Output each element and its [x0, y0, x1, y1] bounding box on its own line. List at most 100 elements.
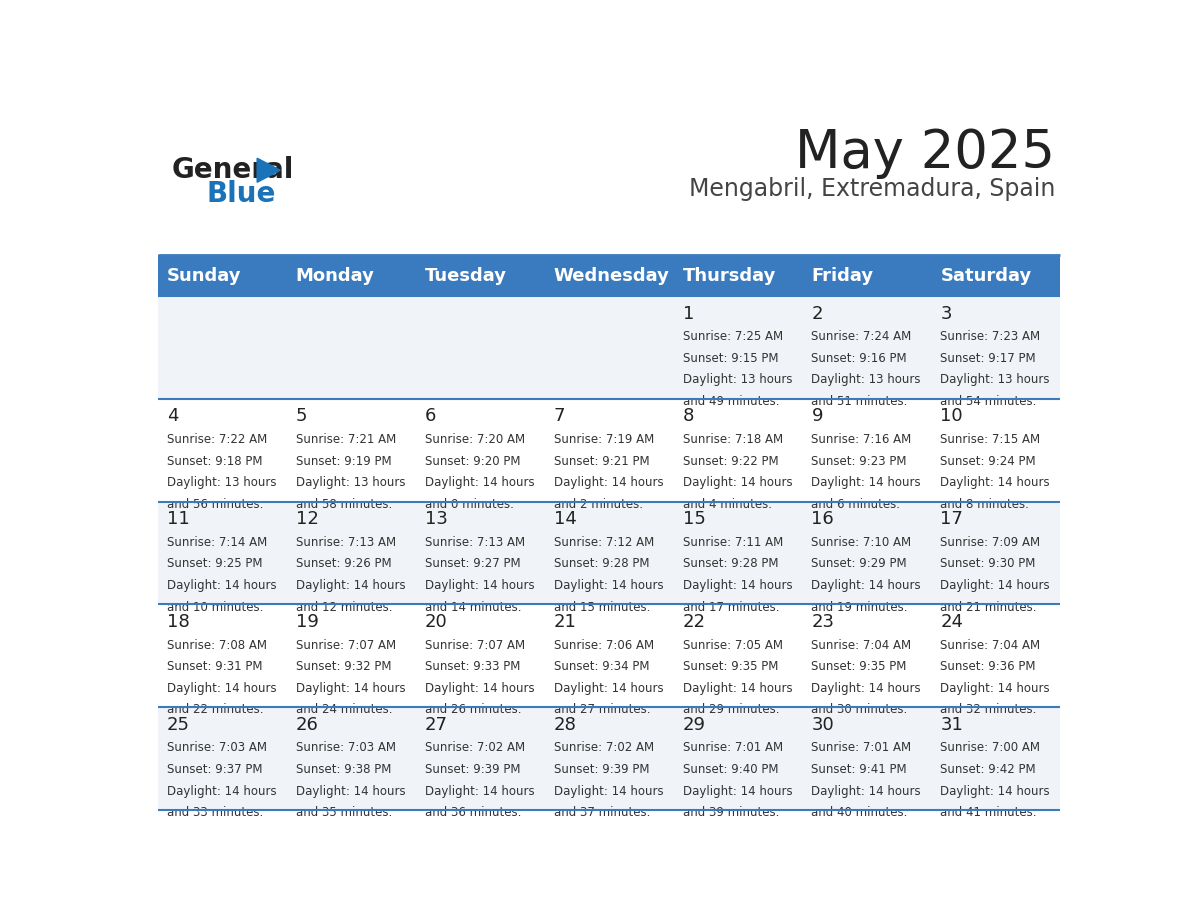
Text: 9: 9	[811, 408, 823, 425]
Text: and 26 minutes.: and 26 minutes.	[425, 703, 522, 716]
Text: and 14 minutes.: and 14 minutes.	[425, 600, 522, 613]
Bar	[158, 398, 1060, 501]
Text: 11: 11	[166, 510, 190, 528]
Text: 10: 10	[940, 408, 963, 425]
Text: Sunset: 9:39 PM: Sunset: 9:39 PM	[554, 763, 649, 776]
Text: Sunset: 9:31 PM: Sunset: 9:31 PM	[166, 660, 263, 673]
Text: Daylight: 14 hours: Daylight: 14 hours	[554, 476, 663, 489]
Text: Sunrise: 7:05 AM: Sunrise: 7:05 AM	[682, 639, 783, 652]
Text: and 49 minutes.: and 49 minutes.	[682, 395, 779, 408]
Text: Sunrise: 7:03 AM: Sunrise: 7:03 AM	[296, 742, 396, 755]
Text: Sunset: 9:15 PM: Sunset: 9:15 PM	[682, 352, 778, 364]
Text: Sunset: 9:39 PM: Sunset: 9:39 PM	[425, 763, 520, 776]
Text: Daylight: 13 hours: Daylight: 13 hours	[682, 374, 792, 386]
Polygon shape	[257, 158, 280, 183]
Text: Daylight: 14 hours: Daylight: 14 hours	[296, 785, 405, 798]
Text: 19: 19	[296, 613, 318, 631]
Text: 22: 22	[682, 613, 706, 631]
Text: Sunset: 9:40 PM: Sunset: 9:40 PM	[682, 763, 778, 776]
Text: Sunrise: 7:07 AM: Sunrise: 7:07 AM	[296, 639, 396, 652]
Text: Daylight: 13 hours: Daylight: 13 hours	[940, 374, 1050, 386]
Text: Sunset: 9:21 PM: Sunset: 9:21 PM	[554, 454, 649, 467]
Text: Daylight: 14 hours: Daylight: 14 hours	[554, 579, 663, 592]
Text: 14: 14	[554, 510, 576, 528]
Text: Daylight: 13 hours: Daylight: 13 hours	[811, 374, 921, 386]
Text: Daylight: 13 hours: Daylight: 13 hours	[296, 476, 405, 489]
Text: and 56 minutes.: and 56 minutes.	[166, 498, 264, 510]
Text: Blue: Blue	[207, 180, 276, 207]
Bar	[158, 707, 1060, 810]
Text: 8: 8	[682, 408, 694, 425]
Text: General: General	[171, 156, 293, 185]
Text: Sunrise: 7:18 AM: Sunrise: 7:18 AM	[682, 433, 783, 446]
Bar	[158, 501, 1060, 604]
Text: 29: 29	[682, 716, 706, 733]
Text: and 21 minutes.: and 21 minutes.	[940, 600, 1037, 613]
Text: Sunset: 9:30 PM: Sunset: 9:30 PM	[940, 557, 1036, 570]
Text: Sunset: 9:33 PM: Sunset: 9:33 PM	[425, 660, 520, 673]
Text: Saturday: Saturday	[940, 266, 1031, 285]
Text: Daylight: 14 hours: Daylight: 14 hours	[554, 785, 663, 798]
Text: Sunrise: 7:04 AM: Sunrise: 7:04 AM	[811, 639, 911, 652]
Text: and 54 minutes.: and 54 minutes.	[940, 395, 1037, 408]
Text: Daylight: 14 hours: Daylight: 14 hours	[682, 476, 792, 489]
Text: Wednesday: Wednesday	[554, 266, 670, 285]
Text: Sunrise: 7:13 AM: Sunrise: 7:13 AM	[296, 536, 396, 549]
Text: Sunrise: 7:21 AM: Sunrise: 7:21 AM	[296, 433, 396, 446]
Text: Thursday: Thursday	[682, 266, 776, 285]
Text: and 41 minutes.: and 41 minutes.	[940, 806, 1037, 819]
Text: Daylight: 14 hours: Daylight: 14 hours	[425, 476, 535, 489]
Text: and 17 minutes.: and 17 minutes.	[682, 600, 779, 613]
Text: Sunset: 9:42 PM: Sunset: 9:42 PM	[940, 763, 1036, 776]
Text: Sunset: 9:20 PM: Sunset: 9:20 PM	[425, 454, 520, 467]
Text: and 32 minutes.: and 32 minutes.	[940, 703, 1037, 716]
Text: 24: 24	[940, 613, 963, 631]
Text: Sunrise: 7:25 AM: Sunrise: 7:25 AM	[682, 330, 783, 343]
Text: Daylight: 14 hours: Daylight: 14 hours	[940, 682, 1050, 695]
Text: Sunrise: 7:09 AM: Sunrise: 7:09 AM	[940, 536, 1041, 549]
Text: Daylight: 14 hours: Daylight: 14 hours	[166, 682, 277, 695]
Text: 21: 21	[554, 613, 576, 631]
Text: Sunset: 9:17 PM: Sunset: 9:17 PM	[940, 352, 1036, 364]
Text: Daylight: 14 hours: Daylight: 14 hours	[940, 476, 1050, 489]
Text: May 2025: May 2025	[796, 127, 1055, 179]
Text: Sunrise: 7:11 AM: Sunrise: 7:11 AM	[682, 536, 783, 549]
Text: Sunset: 9:19 PM: Sunset: 9:19 PM	[296, 454, 391, 467]
Text: Sunrise: 7:24 AM: Sunrise: 7:24 AM	[811, 330, 911, 343]
Text: 17: 17	[940, 510, 963, 528]
Text: and 29 minutes.: and 29 minutes.	[682, 703, 779, 716]
Text: Sunrise: 7:01 AM: Sunrise: 7:01 AM	[811, 742, 911, 755]
Text: Sunrise: 7:10 AM: Sunrise: 7:10 AM	[811, 536, 911, 549]
Text: Daylight: 14 hours: Daylight: 14 hours	[811, 476, 921, 489]
Text: 2: 2	[811, 305, 823, 322]
Text: Sunset: 9:29 PM: Sunset: 9:29 PM	[811, 557, 906, 570]
Text: and 8 minutes.: and 8 minutes.	[940, 498, 1029, 510]
Text: Daylight: 14 hours: Daylight: 14 hours	[811, 785, 921, 798]
Text: Sunrise: 7:20 AM: Sunrise: 7:20 AM	[425, 433, 525, 446]
Text: Sunset: 9:26 PM: Sunset: 9:26 PM	[296, 557, 391, 570]
Text: 5: 5	[296, 408, 308, 425]
Text: Sunset: 9:28 PM: Sunset: 9:28 PM	[554, 557, 649, 570]
Text: 1: 1	[682, 305, 694, 322]
Text: Daylight: 14 hours: Daylight: 14 hours	[425, 785, 535, 798]
Text: Daylight: 14 hours: Daylight: 14 hours	[296, 682, 405, 695]
Text: and 27 minutes.: and 27 minutes.	[554, 703, 650, 716]
Text: Daylight: 14 hours: Daylight: 14 hours	[682, 579, 792, 592]
Text: Daylight: 14 hours: Daylight: 14 hours	[166, 785, 277, 798]
Bar	[158, 297, 1060, 398]
Text: 15: 15	[682, 510, 706, 528]
Text: Sunrise: 7:13 AM: Sunrise: 7:13 AM	[425, 536, 525, 549]
Text: Sunset: 9:16 PM: Sunset: 9:16 PM	[811, 352, 906, 364]
Text: Daylight: 14 hours: Daylight: 14 hours	[940, 785, 1050, 798]
Text: Sunrise: 7:06 AM: Sunrise: 7:06 AM	[554, 639, 653, 652]
Bar	[158, 604, 1060, 707]
Text: Sunrise: 7:22 AM: Sunrise: 7:22 AM	[166, 433, 267, 446]
Text: and 36 minutes.: and 36 minutes.	[425, 806, 522, 819]
Text: Sunrise: 7:03 AM: Sunrise: 7:03 AM	[166, 742, 267, 755]
Text: 13: 13	[425, 510, 448, 528]
Text: Tuesday: Tuesday	[425, 266, 507, 285]
Text: Sunrise: 7:15 AM: Sunrise: 7:15 AM	[940, 433, 1041, 446]
Text: Sunset: 9:41 PM: Sunset: 9:41 PM	[811, 763, 906, 776]
Text: 6: 6	[425, 408, 436, 425]
Text: Sunset: 9:27 PM: Sunset: 9:27 PM	[425, 557, 520, 570]
